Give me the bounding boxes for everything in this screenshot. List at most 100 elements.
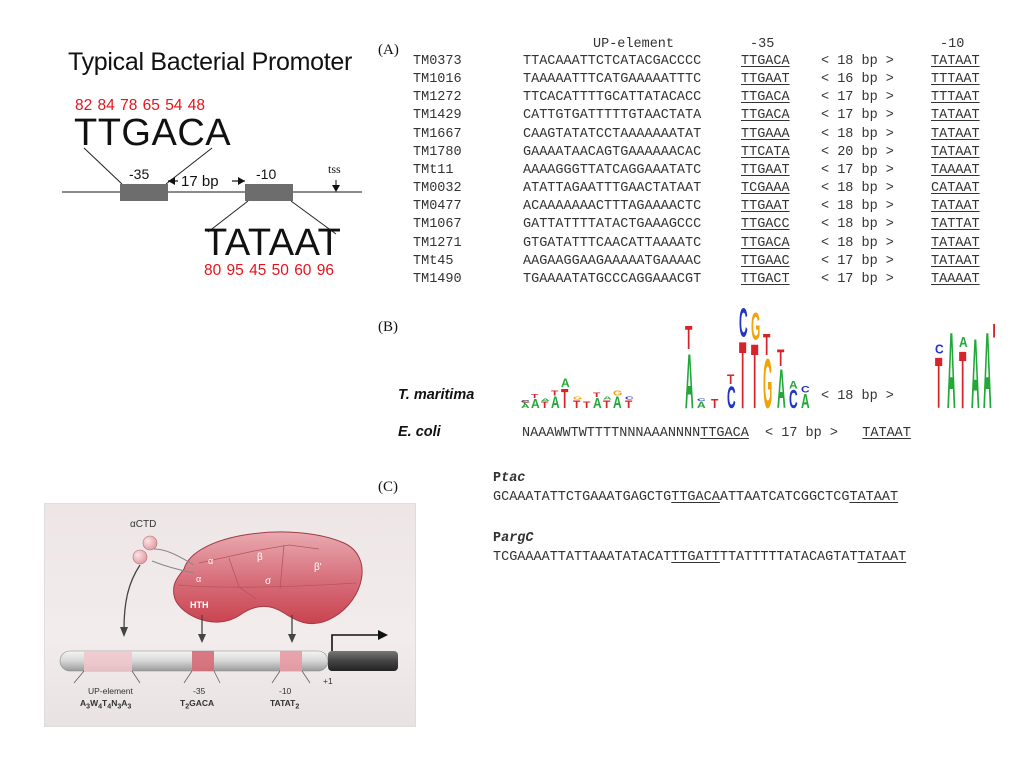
logo-letter: T xyxy=(583,400,591,410)
minus10-box: TAAAAT xyxy=(931,271,980,287)
logo-letter: A xyxy=(613,394,622,412)
ecoli-minus35: TTGACA xyxy=(700,426,749,441)
upstream-sequence: CATTGTGATTTTTGTAACTATA xyxy=(523,108,702,124)
spacer-arrow-left xyxy=(168,177,175,185)
minus10-sequence: TATAT2 xyxy=(270,698,299,711)
minus35-box: TTGACC xyxy=(741,217,790,233)
logo-letter: G xyxy=(573,395,582,400)
minus10-box: TATAAT xyxy=(931,54,980,69)
logo-letter: T xyxy=(603,398,610,411)
gene-id: TM0373 xyxy=(413,54,462,69)
logo-letter: C xyxy=(625,395,634,400)
logo-letter: A xyxy=(801,390,810,413)
logo-letter: T xyxy=(531,393,539,399)
gene-id: TM1429 xyxy=(413,108,462,124)
logo-letter: A xyxy=(551,394,560,412)
logo-letter: A xyxy=(593,395,602,412)
spacer-length: < 20 bp > xyxy=(821,144,894,160)
gene-id: TM1016 xyxy=(413,72,462,88)
gene-id: TM1272 xyxy=(413,90,462,106)
parg-p: P xyxy=(493,531,502,546)
logo-letter: T xyxy=(521,401,529,405)
region-10 xyxy=(280,651,302,671)
callout-35-left xyxy=(83,147,123,185)
upstream-sequence: AAAAGGGTTATCAGGAAATATC xyxy=(523,162,702,178)
sigma-subunit-label: σ xyxy=(265,576,272,587)
beta-subunit-label: β xyxy=(257,552,263,563)
gene-id: TMt45 xyxy=(413,253,454,269)
logo-letter: C xyxy=(789,386,798,414)
logo-letter: T xyxy=(739,324,746,414)
logo-letter: C xyxy=(727,380,736,414)
logo-letter: A xyxy=(959,334,968,350)
box-10 xyxy=(245,184,293,201)
panel-a-label: (A) xyxy=(378,42,399,58)
minus35-box: TTCATA xyxy=(741,144,790,160)
gene-id: TM1271 xyxy=(413,235,462,251)
upstream-sequence: GATTATTTTATACTGAAAGCCC xyxy=(523,217,702,233)
minus10-box: TATAAT xyxy=(931,235,980,251)
logo-letter: A xyxy=(983,311,992,414)
alpha-subunit-label-1: α xyxy=(208,556,214,566)
logo-letter: A xyxy=(541,397,550,401)
spacer-length: < 17 bp > xyxy=(821,162,894,178)
actd-label: αCTD xyxy=(130,519,157,530)
minus35-box: TTGAAC xyxy=(741,253,790,269)
spacer-length: < 18 bp > xyxy=(821,54,894,69)
minus10-box: TATAAT xyxy=(931,144,980,160)
parg-sequence: TCGAAAATTATTAAATATACATTTGATTTTATTTTTATAC… xyxy=(493,549,906,567)
minus10-caption: -10 xyxy=(279,686,292,696)
header-minus10: -10 xyxy=(940,37,965,52)
spacer-length: < 16 bp > xyxy=(821,72,894,88)
ptac-p: P xyxy=(493,471,502,486)
logo-letter: G xyxy=(521,400,530,404)
promoter-title: Typical Bacterial Promoter xyxy=(68,48,352,76)
logo-letter: T xyxy=(763,327,770,361)
panel-c-label: (C) xyxy=(378,479,398,495)
ecoli-up-sequence: NAAAWWTWTTTTNNNAAANNNN xyxy=(522,426,701,441)
header-up-element: UP-element xyxy=(593,37,675,52)
gene-id: TM0032 xyxy=(413,181,462,197)
parg-pre: TCGAAAATTATTAAATATACAT xyxy=(493,550,672,565)
upstream-sequence: ATATTAGAATTTGAACTATAAT xyxy=(523,181,702,197)
actd-ball-2 xyxy=(132,549,148,565)
up-element-region xyxy=(84,651,132,671)
callout-10-right xyxy=(290,200,337,235)
tmaritima-label: T. maritima xyxy=(398,387,475,403)
beta-prime-subunit-label: β' xyxy=(314,562,322,573)
upstream-sequence: ACAAAAAAACTTTAGAAAACTC xyxy=(523,199,702,215)
minus35-box: TTGACA xyxy=(741,90,790,106)
minus35-box: TTGACT xyxy=(741,271,790,287)
up-seq-w-count: 4 xyxy=(98,702,103,711)
spacer-length: < 18 bp > xyxy=(821,217,894,233)
spacer-length: < 18 bp > xyxy=(821,199,894,215)
spacer-length: < 18 bp > xyxy=(821,126,894,142)
parg-mid: TTATTTTTATACAGTAT xyxy=(719,550,858,565)
ptac-pre: GCAAATATTCTGAAATGAGCTG xyxy=(493,490,672,505)
m10-seq-main: TATAT xyxy=(270,698,296,708)
ecoli-minus10: TATAAT xyxy=(862,426,911,441)
consensus-35-percentages: 82 84 78 65 54 48 xyxy=(75,97,205,114)
up-seq-a-count: 3 xyxy=(86,702,91,711)
logo-letter: A xyxy=(561,376,570,390)
m35-seq-t-count: 2 xyxy=(185,702,190,711)
upstream-sequence: CAAGTATATCCTAAAAAAATAT xyxy=(523,126,702,142)
logo-letter: A xyxy=(777,357,786,414)
plus1-caption: +1 xyxy=(323,676,333,686)
logo-letter: G xyxy=(613,390,623,398)
region-35 xyxy=(192,651,214,671)
logo-letter: A xyxy=(697,400,706,410)
minus35-box: TCGAAA xyxy=(741,181,790,197)
spacer-arrow-right xyxy=(238,177,245,185)
logo-letter: T xyxy=(685,320,693,357)
upstream-sequence: GTGATATTTCAACATTAAAATC xyxy=(523,235,702,251)
box-35 xyxy=(120,184,168,201)
up-seq-w: W xyxy=(90,698,99,708)
up-seq-n-count: 3 xyxy=(117,702,122,711)
logo-letter: A xyxy=(685,337,694,414)
logo-letter: T xyxy=(593,391,600,398)
upstream-sequence: TTACAAATTCTCATACGACCCC xyxy=(523,54,702,69)
minus35-box: TTGAAA xyxy=(741,126,790,142)
gene-id: TM1067 xyxy=(413,217,462,233)
